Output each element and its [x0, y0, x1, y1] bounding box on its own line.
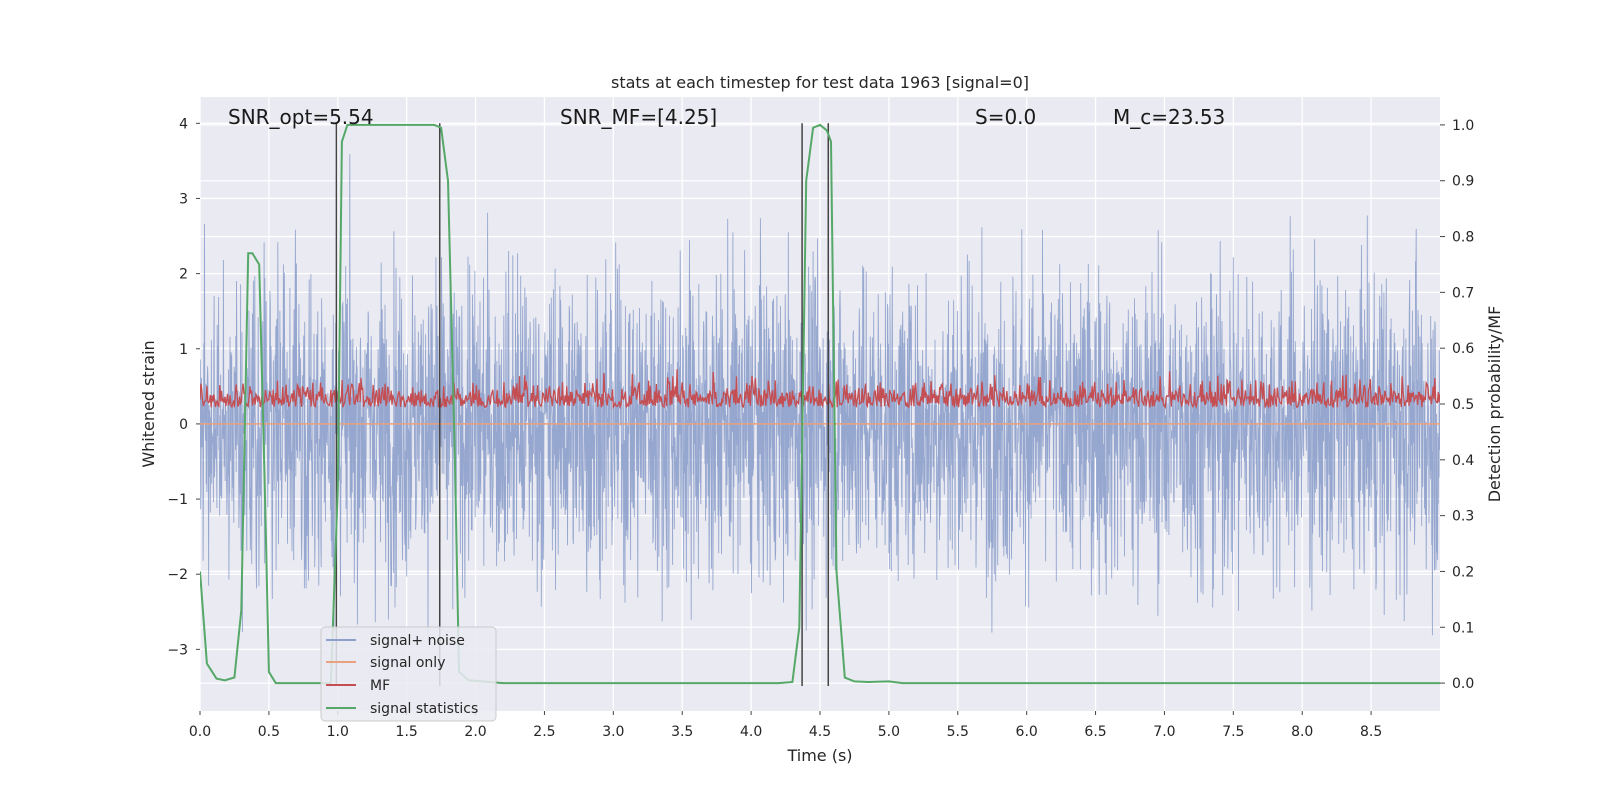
y-tick-label: 1 — [179, 342, 188, 358]
y-right-tick-label: 0.1 — [1452, 620, 1474, 636]
x-tick-label: 8.0 — [1291, 724, 1313, 740]
y-right-tick-label: 0.3 — [1452, 509, 1474, 525]
y-right-tick-label: 0.2 — [1452, 564, 1474, 580]
y-tick-label: −1 — [167, 492, 188, 508]
annotation-snr-mf: SNR_MF=[4.25] — [560, 105, 717, 129]
x-tick-label: 6.0 — [1016, 724, 1038, 740]
y-right-tick-label: 0.8 — [1452, 230, 1474, 246]
legend: signal+ noise signal only MF signal stat… — [320, 626, 497, 722]
x-tick-label: 3.5 — [671, 724, 693, 740]
x-tick-label: 1.0 — [327, 724, 349, 740]
series-signal-noise-line — [200, 153, 1440, 642]
y-axis-label: Whitened strain — [139, 340, 158, 467]
x-tick-label: 6.5 — [1084, 724, 1106, 740]
legend-label-signal-noise: signal+ noise — [370, 633, 465, 649]
x-tick-label: 4.0 — [740, 724, 762, 740]
x-tick-label: 0.5 — [258, 724, 280, 740]
y-right-tick-label: 1.0 — [1452, 118, 1474, 134]
chart-title: stats at each timestep for test data 196… — [611, 73, 1029, 92]
x-tick-label: 3.0 — [602, 724, 624, 740]
tick-labels: 0.0 0.5 1.0 1.5 2.0 2.5 3.0 3.5 4.0 4.5 5.0 5.5 6.0 6… — [167, 116, 1474, 740]
legend-box — [320, 626, 497, 722]
x-tick-label: 2.5 — [533, 724, 555, 740]
legend-label-signal-statistics: signal statistics — [370, 701, 478, 717]
legend-label-mf: MF — [370, 678, 390, 694]
annotation-chirp-mass: M_c=23.53 — [1113, 105, 1225, 129]
y-right-tick-label: 0.7 — [1452, 285, 1474, 301]
x-tick-label: 0.0 — [189, 724, 211, 740]
annotation-snr-opt: SNR_opt=5.54 — [228, 105, 374, 129]
y-tick-label: 0 — [179, 417, 188, 433]
y-tick-label: −3 — [167, 642, 188, 658]
y-right-tick-label: 0.4 — [1452, 453, 1474, 469]
annotation-s-value: S=0.0 — [975, 105, 1036, 129]
x-tick-label: 8.5 — [1360, 724, 1382, 740]
series-signal-statistics-line — [200, 123, 1440, 685]
y-right-tick-label: 0.5 — [1452, 397, 1474, 413]
y-axis-right-label: Detection probability/MF — [1485, 306, 1504, 503]
y-right-tick-label: 0.6 — [1452, 341, 1474, 357]
x-tick-label: 2.0 — [464, 724, 486, 740]
plot-series — [200, 123, 1440, 686]
y-right-tick-label: 0.0 — [1452, 676, 1474, 692]
x-tick-label: 5.5 — [947, 724, 969, 740]
x-tick-label: 7.5 — [1222, 724, 1244, 740]
x-tick-label: 5.0 — [878, 724, 900, 740]
x-tick-label: 4.5 — [809, 724, 831, 740]
y-tick-label: −2 — [167, 567, 188, 583]
y-tick-label: 2 — [179, 267, 188, 283]
y-tick-label: 3 — [179, 191, 188, 207]
series-mf-line — [200, 369, 1440, 410]
y-right-tick-label: 0.9 — [1452, 174, 1474, 190]
x-axis-label: Time (s) — [786, 746, 852, 765]
x-tick-label: 7.0 — [1153, 724, 1175, 740]
x-tick-label: 1.5 — [396, 724, 418, 740]
legend-label-signal-only: signal only — [370, 655, 445, 671]
y-tick-label: 4 — [179, 116, 188, 132]
annotations: SNR_opt=5.54 SNR_MF=[4.25] S=0.0 M_c=23.… — [228, 105, 1225, 129]
